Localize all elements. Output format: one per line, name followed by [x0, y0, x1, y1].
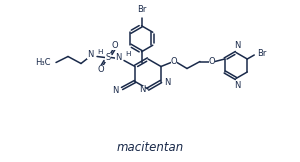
Text: macitentan: macitentan [116, 141, 184, 154]
Text: N: N [112, 86, 118, 95]
Text: H₃C: H₃C [35, 58, 51, 67]
Text: Br: Br [137, 5, 146, 14]
Text: S: S [105, 53, 111, 62]
Text: H: H [97, 48, 103, 54]
Text: H: H [125, 52, 130, 58]
Text: N: N [234, 81, 240, 91]
Text: N: N [87, 50, 93, 59]
Text: N: N [164, 78, 170, 87]
Text: N: N [115, 53, 121, 62]
Text: O: O [209, 57, 215, 66]
Text: Br: Br [258, 48, 267, 58]
Text: O: O [98, 65, 104, 74]
Text: O: O [171, 57, 177, 66]
Text: N: N [234, 40, 240, 50]
Text: O: O [112, 41, 118, 50]
Text: N: N [139, 86, 145, 94]
